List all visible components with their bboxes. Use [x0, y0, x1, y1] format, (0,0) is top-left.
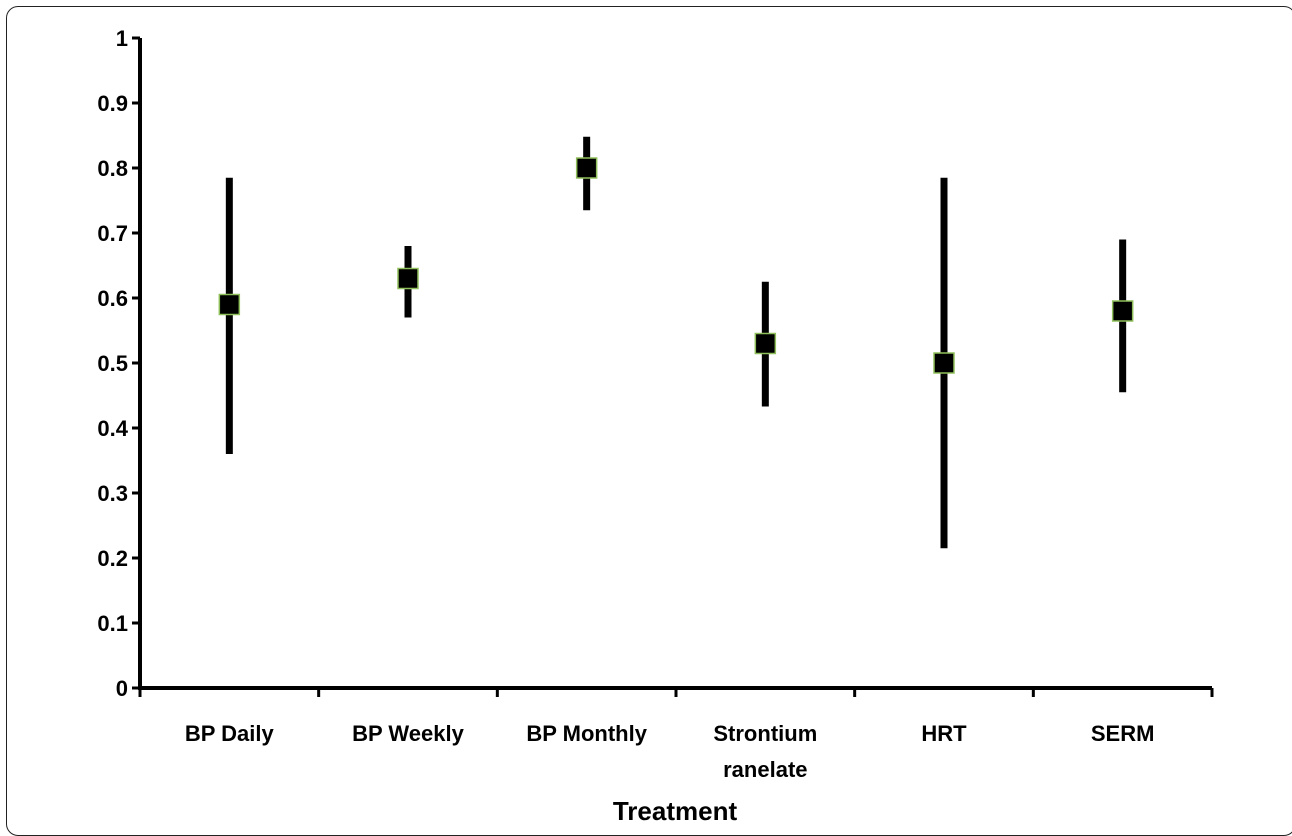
y-axis: 0 0.1 0.2 0.3 0.4 0.5 0.6 0.7 0.8 0.9 1: [97, 26, 142, 701]
y-tick-label: 0: [116, 676, 128, 701]
x-category-label: BP Weekly: [352, 721, 464, 746]
y-tick-label: 1: [116, 26, 128, 51]
data-point-marker: [754, 332, 777, 355]
x-category-label: HRT: [921, 721, 967, 746]
y-tick-label: 0.7: [97, 221, 128, 246]
data-point-marker: [397, 267, 419, 290]
x-axis: BP Daily BP Weekly BP Monthly Strontium rane…: [138, 686, 1214, 782]
data-point-marker: [218, 293, 241, 316]
data-series: [218, 136, 1134, 549]
y-tick-label: 0.3: [97, 481, 128, 506]
x-category-label: ranelate: [723, 757, 807, 782]
data-point-marker: [1111, 300, 1134, 322]
y-tick-label: 0.6: [97, 286, 128, 311]
y-tick-label: 0.5: [97, 351, 128, 376]
x-category-label: BP Monthly: [526, 721, 647, 746]
x-category-label: SERM: [1091, 721, 1155, 746]
y-tick-label: 0.9: [97, 91, 128, 116]
data-point-marker: [575, 157, 598, 179]
y-tick-label: 0.2: [97, 546, 128, 571]
y-tick-label: 0.8: [97, 156, 128, 181]
data-point-marker: [933, 352, 955, 374]
x-axis-title: Treatment: [613, 796, 738, 823]
y-tick-label: 0.4: [97, 416, 128, 441]
x-category-label: BP Daily: [185, 721, 275, 746]
x-category-label: Strontium: [713, 721, 817, 746]
y-tick-label: 0.1: [97, 611, 128, 636]
